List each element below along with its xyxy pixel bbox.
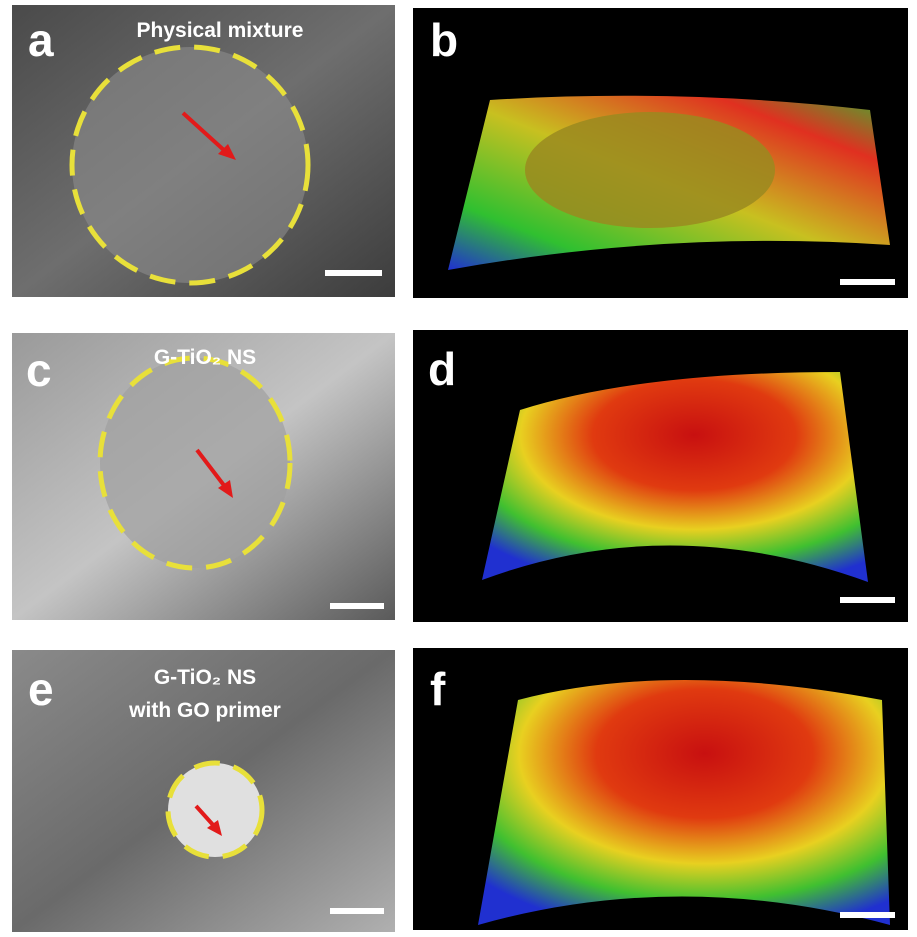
panel-letter: d [428,343,456,395]
panel-letter: f [430,663,446,715]
panel-letter: a [28,14,54,66]
panel-letter: b [430,14,458,66]
figure: a Physical mixture b c G-TiO₂ NS d e G-T… [0,0,917,937]
panel-letter: c [26,344,52,396]
surface [478,680,890,925]
panel-letter: e [28,663,54,715]
panel-caption: G-TiO₂ NS [154,666,256,689]
panel-caption: Physical mixture [137,19,304,42]
wear-track [525,112,775,228]
panel-caption: with GO primer [128,699,281,722]
panel-caption: G-TiO₂ NS [154,346,256,369]
